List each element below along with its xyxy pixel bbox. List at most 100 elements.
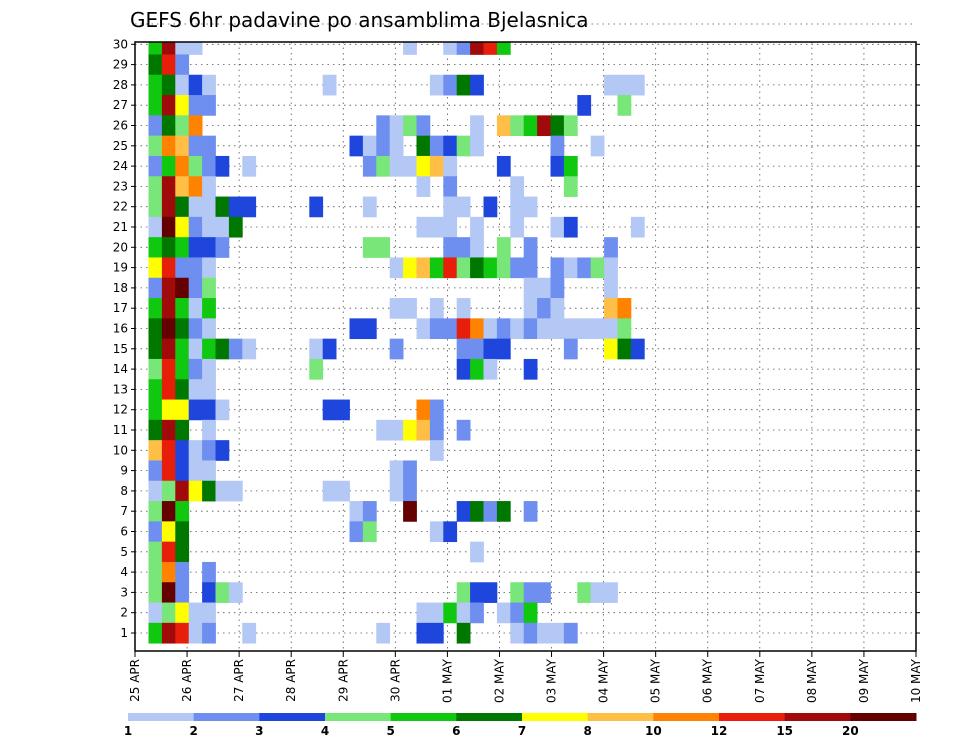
- heatmap-cell: [523, 298, 538, 319]
- heatmap-cell: [604, 257, 618, 279]
- heatmap-cell: [416, 176, 431, 197]
- heatmap-cell: [175, 257, 190, 279]
- heatmap-cell: [202, 419, 216, 441]
- heatmap-cell: [161, 358, 176, 380]
- heatmap-cell: [322, 338, 337, 360]
- heatmap-cell: [403, 501, 417, 522]
- heatmap-cell: [202, 561, 216, 583]
- heatmap-cell: [188, 196, 203, 218]
- x-tick-label: 03 MAY: [545, 658, 559, 703]
- heatmap-cell: [590, 135, 605, 157]
- heatmap-cell: [537, 277, 551, 299]
- heatmap-cell: [416, 419, 431, 441]
- heatmap-cell: [389, 338, 404, 360]
- heatmap-cell: [161, 501, 176, 522]
- heatmap-cell: [322, 480, 337, 502]
- heatmap-cell: [389, 257, 404, 279]
- heatmap-cell: [148, 95, 163, 116]
- heatmap-cell: [456, 338, 471, 360]
- legend-swatch: [390, 713, 457, 721]
- heatmap-cell: [604, 318, 618, 340]
- heatmap-cell: [161, 237, 176, 258]
- heatmap-cell: [175, 480, 190, 502]
- heatmap-cell: [496, 237, 511, 258]
- heatmap-cell: [443, 318, 458, 340]
- heatmap-cell: [483, 582, 498, 603]
- legend-swatch: [259, 713, 326, 721]
- heatmap-cell: [470, 338, 484, 360]
- heatmap-cell: [523, 318, 538, 340]
- heatmap-cell: [215, 155, 230, 177]
- x-tick-label: 10 MAY: [909, 658, 923, 703]
- heatmap-cell: [604, 582, 618, 603]
- y-tick-label: 12: [113, 403, 128, 417]
- heatmap-cell: [215, 196, 230, 218]
- heatmap-cell: [215, 338, 230, 360]
- legend-swatch: [587, 713, 654, 721]
- heatmap-cell: [510, 216, 525, 238]
- heatmap-cell: [202, 338, 216, 360]
- heatmap-cell: [202, 318, 216, 340]
- heatmap-cell: [215, 480, 230, 502]
- heatmap-cell: [470, 602, 484, 624]
- y-tick-label: 21: [113, 220, 128, 234]
- legend-label: 12: [711, 724, 728, 738]
- heatmap-cell: [202, 298, 216, 319]
- heatmap-cell: [322, 74, 337, 96]
- heatmap-cell: [175, 298, 190, 319]
- legend-swatch: [653, 713, 720, 721]
- heatmap-cell: [161, 622, 176, 644]
- y-tick-label: 24: [113, 159, 128, 173]
- y-tick-label: 16: [113, 322, 128, 336]
- chart-title: GEFS 6hr padavine po ansamblima Bjelasni…: [130, 8, 589, 32]
- heatmap-cell: [429, 622, 444, 644]
- heatmap-cell: [416, 257, 431, 279]
- heatmap-cell: [362, 237, 377, 258]
- heatmap-cell: [456, 298, 471, 319]
- heatmap-cell: [175, 95, 190, 116]
- heatmap-cell: [161, 399, 176, 421]
- heatmap-cell: [202, 358, 216, 380]
- y-tick-label: 15: [113, 342, 128, 356]
- heatmap-cell: [389, 135, 404, 157]
- legend-label: 20: [842, 724, 859, 738]
- y-tick-label: 27: [113, 98, 128, 112]
- heatmap-cell: [188, 622, 203, 644]
- heatmap-cell: [563, 257, 578, 279]
- y-tick-label: 1: [120, 626, 128, 640]
- heatmap-cell: [202, 216, 216, 238]
- heatmap-cell: [188, 277, 203, 299]
- heatmap-cell: [510, 196, 525, 218]
- heatmap-cell: [175, 196, 190, 218]
- heatmap-cell: [175, 419, 190, 441]
- heatmap-cell: [617, 298, 632, 319]
- heatmap-cell: [563, 338, 578, 360]
- y-tick-label: 18: [113, 281, 128, 295]
- heatmap-cell: [161, 338, 176, 360]
- x-tick-label: 05 MAY: [649, 658, 663, 703]
- heatmap-cell: [228, 338, 243, 360]
- heatmap-cell: [362, 135, 377, 157]
- heatmap-cell: [456, 74, 471, 96]
- heatmap-cell: [202, 237, 216, 258]
- heatmap-cell: [161, 582, 176, 603]
- heatmap-cell: [161, 196, 176, 218]
- heatmap-cell: [148, 501, 163, 522]
- heatmap-cell: [376, 419, 391, 441]
- heatmap-cell: [510, 115, 525, 137]
- heatmap-cell: [537, 622, 551, 644]
- heatmap-cell: [429, 521, 444, 543]
- heatmap-cell: [429, 257, 444, 279]
- heatmap-cell: [175, 460, 190, 482]
- heatmap-cell: [188, 358, 203, 380]
- heatmap-cell: [148, 74, 163, 96]
- heatmap-cell: [604, 74, 618, 96]
- plot-frame: [134, 41, 917, 652]
- y-tick-label: 7: [120, 504, 128, 518]
- legend-swatch: [128, 713, 195, 721]
- heatmap-cell: [188, 460, 203, 482]
- heatmap-cell: [188, 237, 203, 258]
- heatmap-cell: [550, 277, 565, 299]
- heatmap-cell: [483, 358, 498, 380]
- y-tick-label: 22: [113, 200, 128, 214]
